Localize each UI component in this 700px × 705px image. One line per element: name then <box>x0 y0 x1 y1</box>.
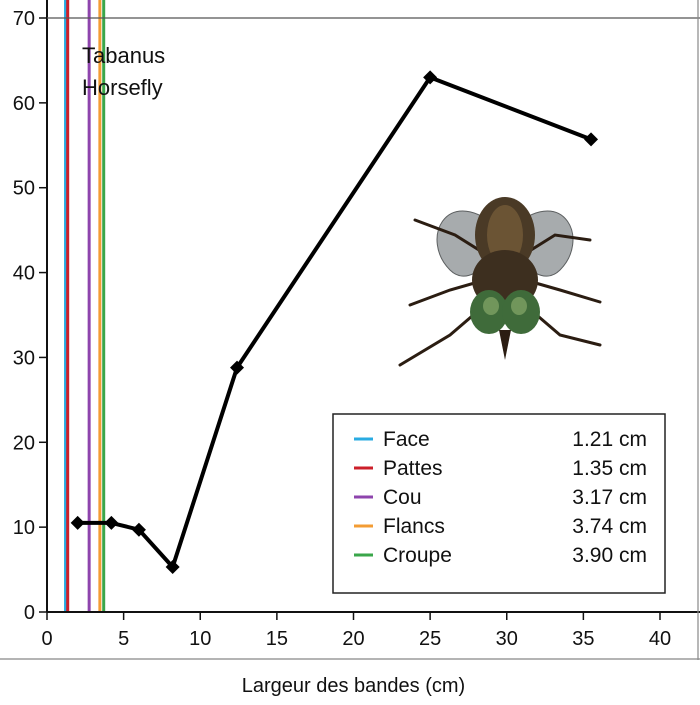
data-line <box>70 70 599 575</box>
y-tick-label: 30 <box>13 347 35 369</box>
data-point <box>131 522 146 537</box>
legend-value: 3.74 cm <box>572 515 647 538</box>
legend-label: Cou <box>383 486 422 509</box>
y-tick-label: 50 <box>13 178 35 200</box>
x-tick-label: 40 <box>649 628 671 650</box>
x-axis-label: Largeur des bandes (cm) <box>242 675 465 697</box>
legend: Face 1.21 cm Pattes 1.35 cm Cou 3.17 cm Flancs… <box>332 413 666 594</box>
x-tick-label: 5 <box>118 628 129 650</box>
x-tick-label: 20 <box>342 628 364 650</box>
legend-value: 3.17 cm <box>572 486 647 509</box>
y-tick-label: 40 <box>13 263 35 285</box>
y-tick-label: 10 <box>13 517 35 539</box>
x-tick-label: 25 <box>419 628 441 650</box>
legend-label: Croupe <box>383 544 452 567</box>
legend-value: 1.21 cm <box>572 428 647 451</box>
x-tick-label: 10 <box>189 628 211 650</box>
data-point <box>104 515 119 530</box>
x-tick-label: 35 <box>572 628 594 650</box>
x-tick-label: 15 <box>266 628 288 650</box>
data-point <box>584 132 599 147</box>
legend-value: 3.90 cm <box>572 544 647 567</box>
data-point <box>423 70 438 85</box>
x-tick-label: 30 <box>496 628 518 650</box>
y-tick-label: 20 <box>13 432 35 454</box>
horsefly-photo-icon <box>398 197 602 367</box>
reference-lines <box>64 0 106 612</box>
axes <box>0 0 700 660</box>
legend-label: Pattes <box>383 457 443 480</box>
legend-label: Flancs <box>383 515 445 538</box>
x-tick-label: 0 <box>41 628 52 650</box>
legend-value: 1.35 cm <box>572 457 647 480</box>
tick-labels: 0 5 10 15 20 25 30 35 40 0 10 20 30 40 50 60 70 Largeur d… <box>13 8 671 697</box>
annotation-line-2: Horsefly <box>82 75 163 100</box>
data-point <box>165 560 180 575</box>
y-tick-label: 0 <box>24 602 35 624</box>
annotation-line-1: Tabanus <box>82 43 165 68</box>
y-tick-label: 70 <box>13 8 35 30</box>
y-tick-label: 60 <box>13 93 35 115</box>
data-point <box>70 515 85 530</box>
data-point <box>230 360 245 375</box>
legend-label: Face <box>383 428 430 451</box>
